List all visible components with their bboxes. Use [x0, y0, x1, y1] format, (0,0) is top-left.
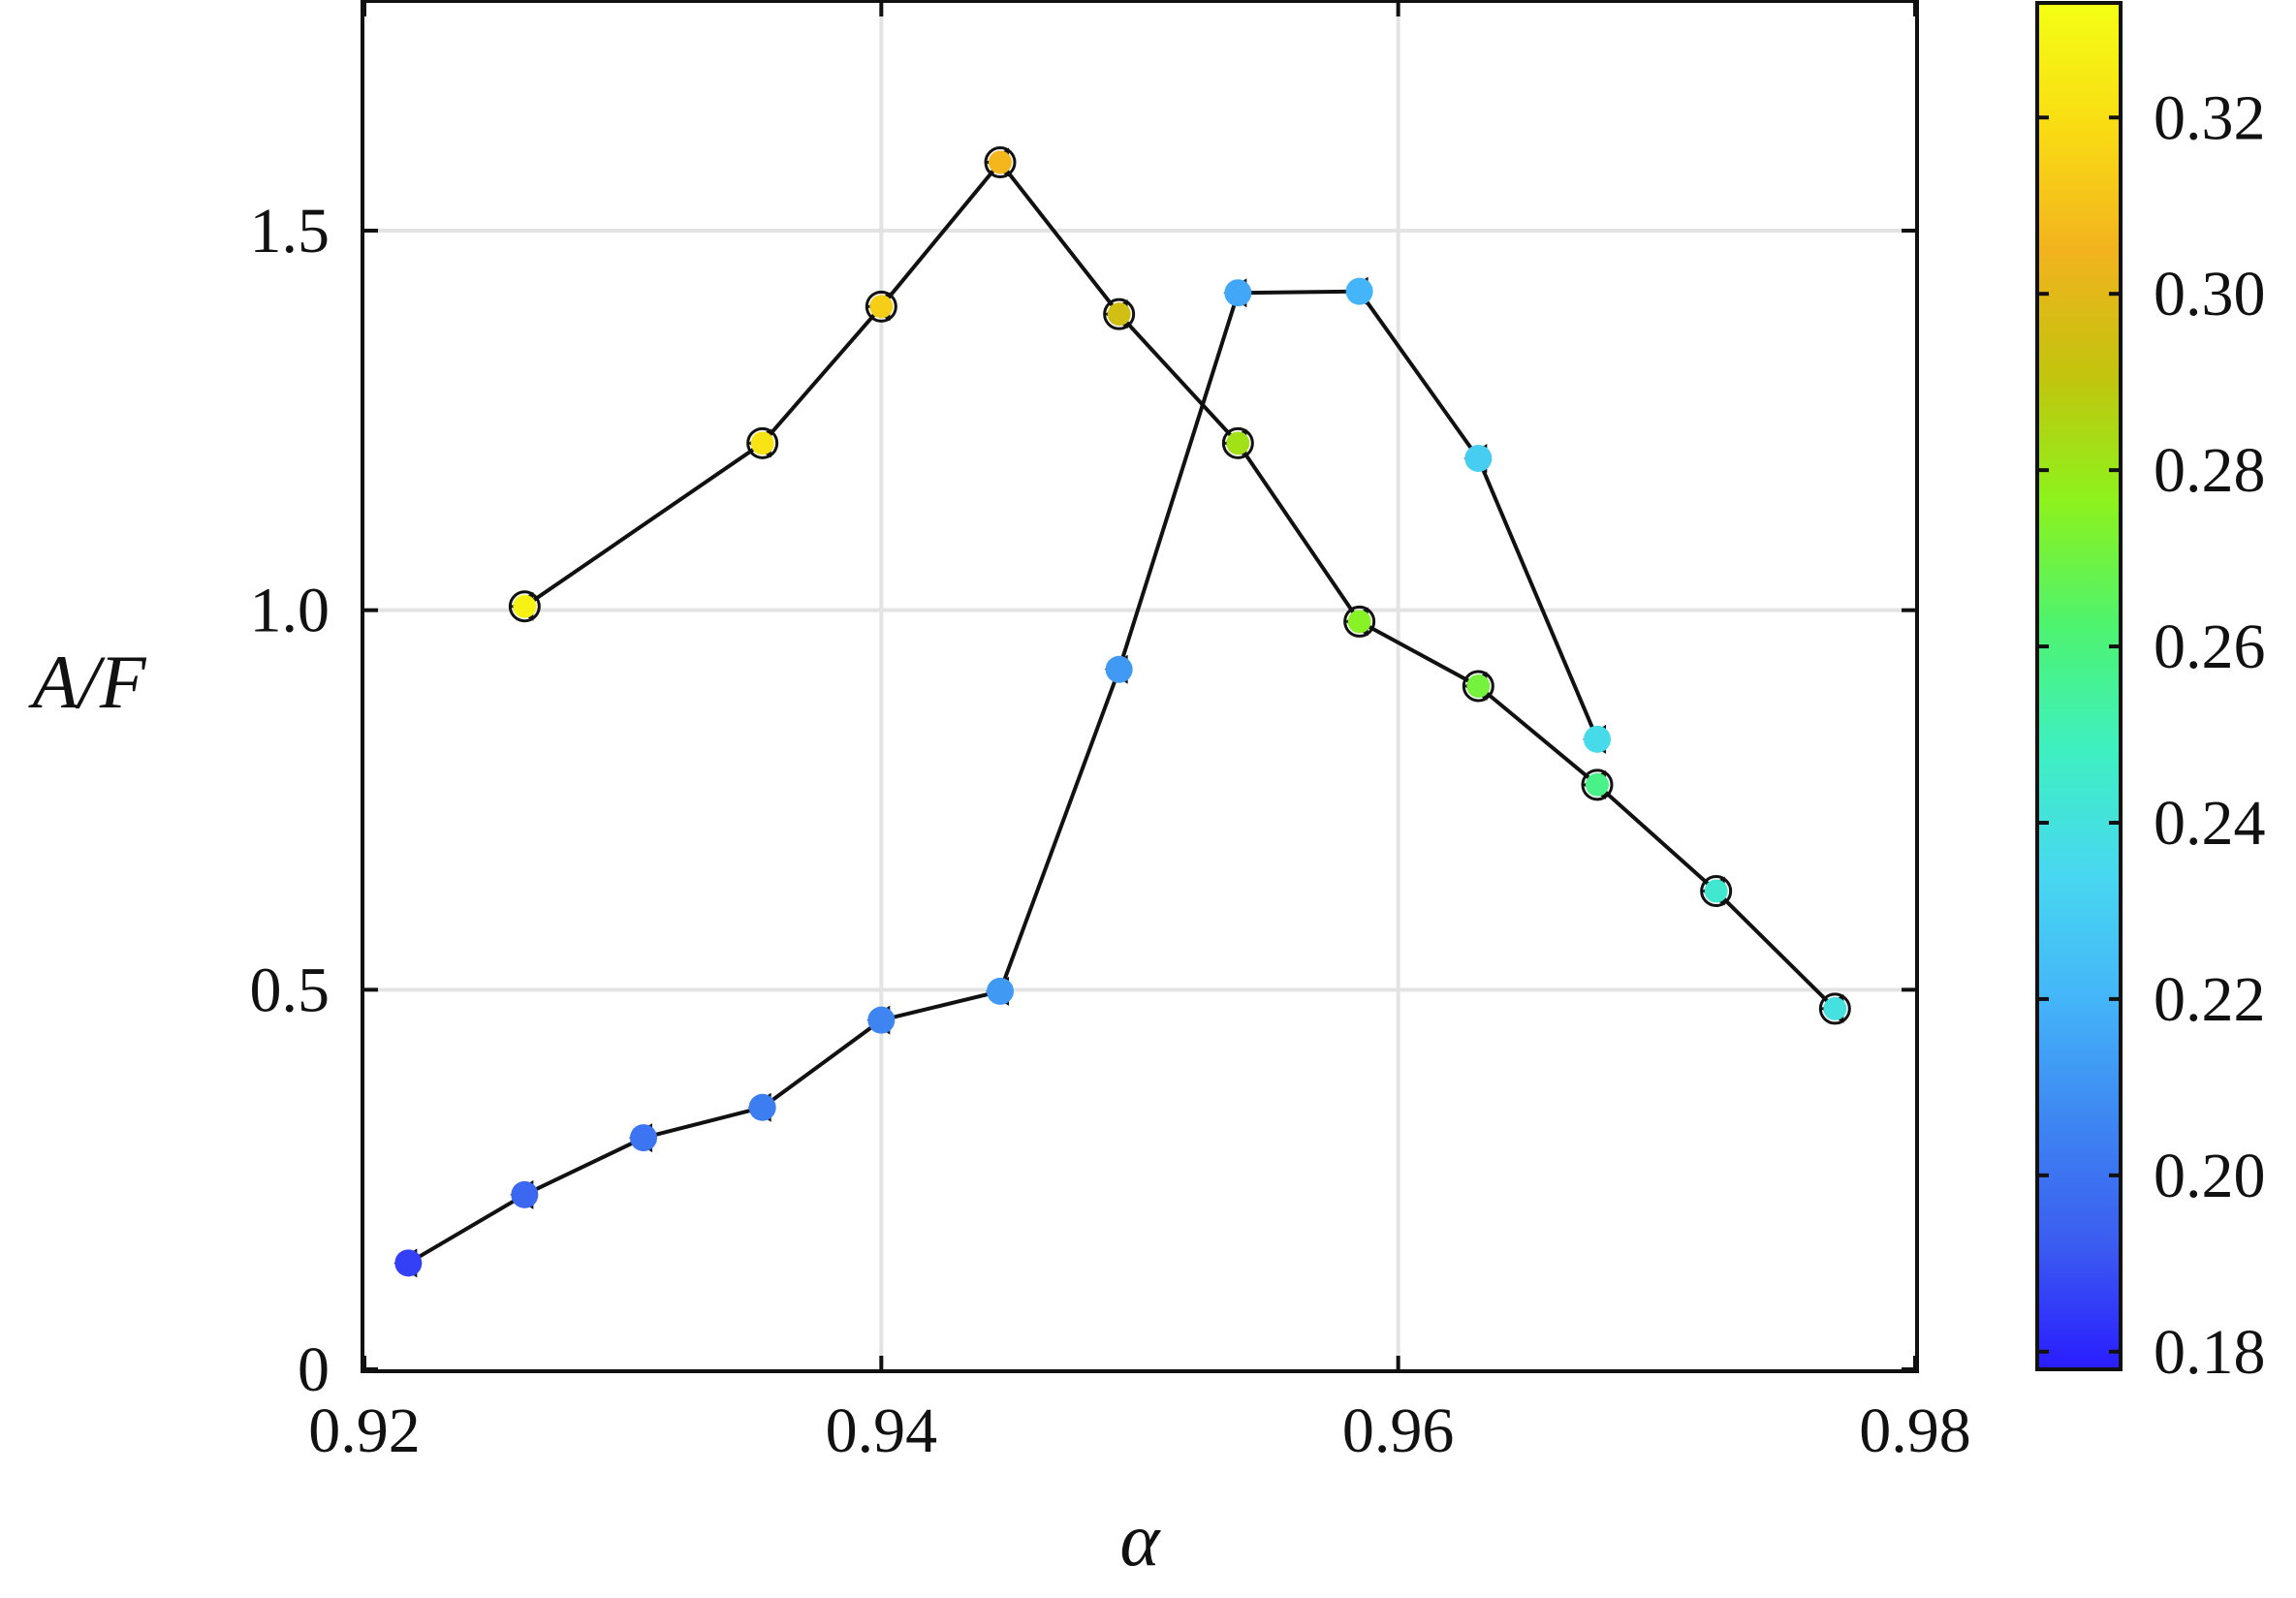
y-tick-label: 0.5	[250, 955, 330, 1025]
point-fill	[511, 1180, 539, 1208]
series-2-point	[629, 1123, 657, 1153]
axis-ticks: 0.92 0.94 0.96 0.98 0 0.5 1.0 1.5	[250, 3, 1971, 1466]
point-fill	[1105, 655, 1133, 683]
point-fill	[869, 295, 894, 319]
point-ring	[1343, 605, 1376, 638]
y-tick-label: 0	[298, 1334, 330, 1405]
series-2-point	[866, 1005, 896, 1035]
point-fill	[748, 1093, 776, 1121]
point-fill	[1584, 725, 1611, 753]
series-2-point	[510, 1179, 539, 1209]
colorbar-frame	[2035, 1, 2123, 1371]
colorbar-tick-label: 0.22	[2154, 964, 2266, 1035]
point-fill	[513, 594, 537, 618]
y-tick-label: 1.5	[250, 196, 330, 266]
point-fill	[1823, 996, 1847, 1020]
series-1-point	[1103, 298, 1136, 330]
point-fill	[1347, 610, 1371, 634]
point-fill	[394, 1249, 423, 1277]
series-2-line	[407, 289, 1599, 1266]
colorbar-tick-label: 0.30	[2154, 259, 2266, 329]
colorbar: 0.18 0.20 0.22 0.24 0.26 0.28 0.30 0.32	[2035, 1, 2266, 1388]
series-1-point	[1462, 670, 1494, 703]
series-1-point	[1221, 426, 1254, 459]
point-ring	[746, 426, 779, 459]
point-fill	[1586, 772, 1609, 797]
point-ring	[1221, 426, 1254, 459]
point-ring	[865, 290, 897, 323]
series-2-point	[747, 1092, 776, 1122]
colorbar-tick-label: 0.18	[2154, 1317, 2266, 1388]
point-fill	[1464, 445, 1493, 472]
point-fill	[867, 1006, 896, 1034]
series-1-point	[746, 426, 779, 459]
grid	[364, 3, 1915, 1369]
x-tick-label: 0.96	[1342, 1395, 1455, 1466]
series-2-point	[1463, 444, 1493, 473]
point-fill	[987, 977, 1014, 1005]
point-ring	[984, 146, 1017, 178]
x-axis-label: α	[1120, 1497, 1162, 1582]
point-fill	[1466, 674, 1491, 698]
colorbar-tick-label: 0.32	[2154, 82, 2266, 153]
colorbar-tick-label: 0.28	[2154, 435, 2266, 506]
series-1-point	[984, 146, 1017, 178]
series-2-point	[1344, 276, 1373, 306]
point-fill	[1224, 279, 1252, 307]
series-1-line	[523, 160, 1837, 1011]
point-fill	[750, 431, 774, 455]
point-ring	[1700, 875, 1733, 907]
point-ring	[1462, 670, 1494, 703]
colorbar-fill	[2037, 3, 2121, 1369]
colorbar-tick-label: 0.20	[2154, 1141, 2266, 1211]
series-1-point	[865, 290, 897, 323]
series-2-point	[1583, 724, 1611, 754]
point-fill	[1345, 277, 1373, 305]
series-1-point	[1818, 992, 1851, 1025]
point-ring	[1581, 768, 1614, 801]
series-layer	[393, 146, 1851, 1278]
point-ring	[1818, 992, 1851, 1025]
series-2-point	[393, 1248, 423, 1278]
plot-frame	[361, 0, 1919, 1373]
x-tick-label: 0.92	[308, 1395, 421, 1466]
point-fill	[1226, 431, 1250, 455]
point-ring	[1103, 298, 1136, 330]
y-axis-label: A/F	[28, 640, 147, 724]
series-1-point	[1700, 875, 1733, 907]
colorbar-tick-label: 0.26	[2154, 611, 2266, 682]
point-fill	[1704, 879, 1728, 903]
series-2-point	[1223, 278, 1252, 308]
point-fill	[630, 1124, 657, 1152]
series-1-point	[1343, 605, 1376, 638]
series-2-point	[1104, 654, 1133, 684]
y-tick-label: 1.0	[250, 576, 330, 646]
x-tick-label: 0.98	[1859, 1395, 1971, 1466]
colorbar-tick-label: 0.24	[2154, 788, 2266, 859]
point-fill	[989, 150, 1012, 174]
colorbar-ticks: 0.18 0.20 0.22 0.24 0.26 0.28 0.30 0.32	[2037, 82, 2266, 1388]
series-1-point	[1581, 768, 1614, 801]
point-ring	[508, 590, 541, 623]
series-2-point	[986, 976, 1014, 1006]
series-1-point	[508, 590, 541, 623]
point-fill	[1107, 302, 1131, 327]
x-tick-label: 0.94	[826, 1395, 938, 1466]
